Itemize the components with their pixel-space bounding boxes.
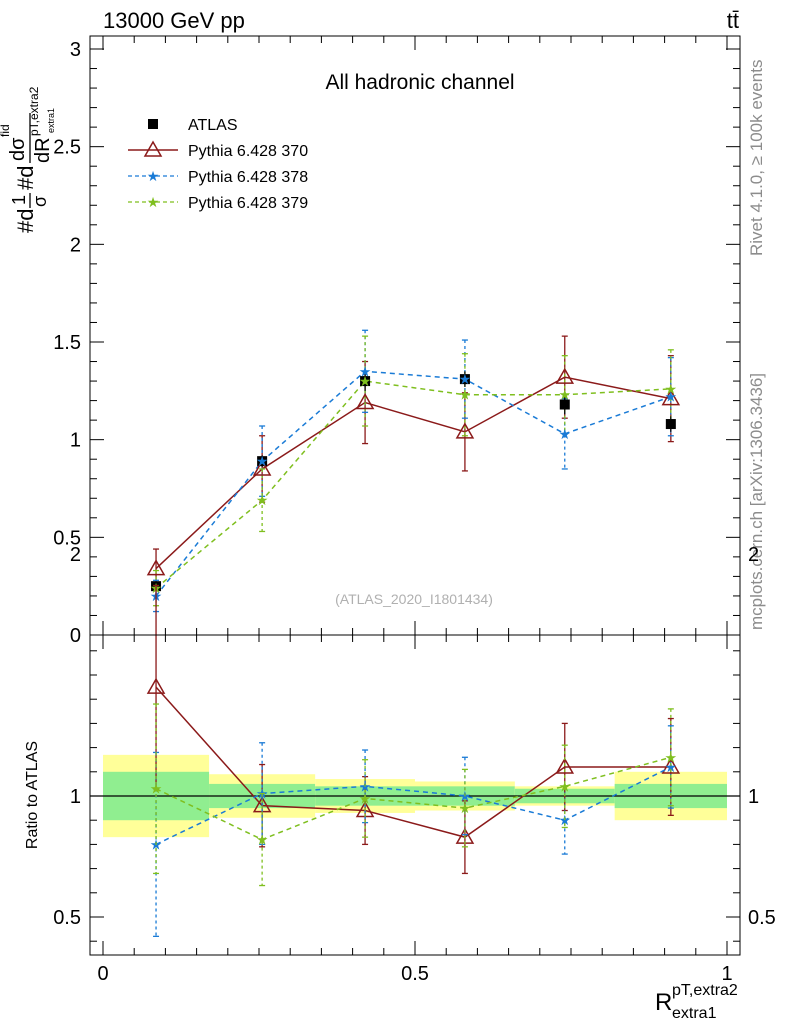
data-point (559, 399, 570, 410)
series-atlas (151, 371, 676, 592)
series-378 (153, 329, 674, 613)
legend-marker-379: ★ (147, 194, 160, 210)
marker-point: ★ (558, 426, 571, 442)
ratio-y-axis-label: Ratio to ATLAS (24, 741, 41, 849)
marker-point: ★ (359, 373, 372, 389)
marker-point (555, 367, 575, 384)
ratio-y-tick-label-right: 1 (748, 786, 759, 808)
marker-point (252, 459, 272, 476)
y-tick-label: 1.5 (53, 332, 81, 354)
ylabel-frac2-den: dR (32, 137, 54, 163)
xlabel-sup: pT,extra2 (672, 982, 738, 999)
marker-point: ★ (558, 387, 571, 403)
ratio-marker: ★ (558, 778, 571, 794)
data-point (360, 376, 371, 387)
ratio-y-tick-label-right: 2 (748, 544, 759, 566)
legend-marker-370 (143, 140, 163, 157)
ratio-y-tick-label: 2 (70, 544, 81, 566)
marker-point: ★ (459, 371, 472, 387)
svg-text:#d: #d (13, 209, 38, 233)
y-tick-label: 0 (70, 625, 81, 647)
ratio-marker: ★ (665, 749, 678, 765)
series-379 (153, 335, 674, 607)
mcplots-label: mcplots.cern.ch [arXiv:1306.3436] (747, 373, 766, 630)
ratio-y-tick-label: 1 (70, 786, 81, 808)
process-label: tt̄ (727, 8, 739, 33)
ratio-marker: ★ (256, 832, 269, 848)
legend-label-379: Pythia 6.428 379 (188, 195, 308, 212)
data-point (459, 374, 470, 385)
ylabel-frac2-den-sub: extra1 (46, 108, 56, 133)
series-line-370 (155, 376, 671, 570)
data-point (665, 419, 676, 430)
series-markers-378: ★★★ ★★★ (150, 363, 677, 604)
marker-point: ★ (359, 363, 372, 379)
y-tick-label: 3 (70, 39, 81, 61)
rivet-label: Rivet 4.1.0, ≥ 100k events (747, 60, 766, 256)
ratio-marker: ★ (150, 781, 163, 797)
marker-point (661, 389, 681, 406)
y-tick-label: 0.5 (53, 527, 81, 549)
legend-label-atlas: ATLAS (188, 117, 238, 134)
ratio-line-378 (155, 766, 672, 846)
ratio-series-379: ★★★★★★ (150, 703, 678, 887)
ratio-line-370 (155, 686, 671, 838)
ratio-panel-frame (89, 634, 741, 956)
ylabel-frac2-num-sup: fid (0, 124, 12, 137)
marker-point (146, 559, 166, 576)
ylabel-frac2-num: dσ (7, 137, 29, 161)
marker-point: ★ (256, 453, 269, 469)
chart-title: All hadronic channel (325, 71, 514, 94)
analysis-id: (ATLAS_2020_I1801434) (335, 591, 493, 607)
ratio-y-tick-label: 0.5 (53, 907, 81, 929)
legend-marker-378: ★ (147, 168, 160, 184)
energy-label: 13000 GeV pp (103, 8, 245, 33)
legend: ATLAS Pythia 6.428 370 ★ Pythia 6.428 37… (128, 117, 308, 212)
ratio-marker: ★ (665, 759, 678, 775)
legend-label-370: Pythia 6.428 370 (188, 143, 308, 160)
x-tick-label: 1 (721, 963, 732, 985)
x-tick-label: 0 (97, 963, 108, 985)
legend-marker-atlas (148, 119, 158, 129)
ratio-y-tick-label-right: 0.5 (748, 907, 776, 929)
ratio-series-378: ★★★★★★ (150, 725, 678, 938)
series-markers-379: ★★★★ ★ ★ (150, 373, 677, 596)
series-markers-370 (146, 367, 681, 576)
y-tick-label: 1 (70, 430, 81, 452)
ylabel-frac1-num: 1 (9, 195, 29, 205)
xlabel-main: R (655, 989, 672, 1016)
x-tick-label: 0.5 (401, 963, 429, 985)
ylabel-frac2-den-sup: pT,extra2 (27, 86, 41, 136)
marker-point: ★ (665, 389, 678, 405)
series-370 (153, 335, 674, 589)
ratio-marker (661, 757, 681, 774)
series-line-379 (155, 380, 671, 589)
ratio-marker (146, 677, 166, 694)
ylabel-mid: #d (13, 166, 38, 190)
x-axis-label: R pT,extra2 extra1 (655, 982, 738, 1022)
y-axis-label: #d 1 σ #d dσ fid dR pT,extra2 extra1 (0, 86, 56, 233)
series-line-378 (155, 370, 672, 597)
ylabel-frac1-den: σ (30, 196, 50, 207)
marker-point (455, 422, 475, 439)
marker-point: ★ (665, 381, 678, 397)
ratio-marker (555, 757, 575, 774)
y-tick-label: 2.5 (53, 137, 81, 159)
ratio-marker: ★ (359, 790, 372, 806)
ylabel-prefix: #d (13, 209, 38, 233)
ratio-marker: ★ (459, 800, 472, 816)
ratio-marker: ★ (558, 812, 571, 828)
marker-point: ★ (256, 492, 269, 508)
xlabel-sub: extra1 (672, 1005, 717, 1022)
marker-point: ★ (459, 387, 472, 403)
marker-point (355, 393, 375, 410)
legend-label-378: Pythia 6.428 378 (188, 169, 308, 186)
y-tick-label: 2 (70, 234, 81, 256)
